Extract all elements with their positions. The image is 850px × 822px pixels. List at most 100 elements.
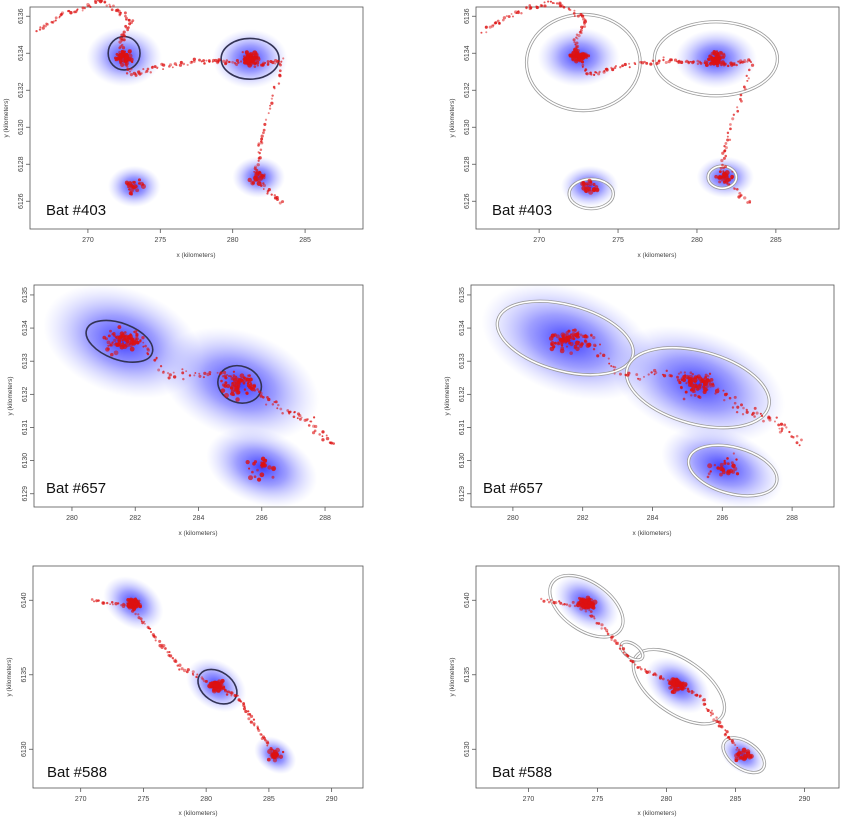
location-fix [230, 691, 234, 695]
location-fix [691, 372, 694, 376]
location-fix [567, 338, 571, 342]
location-fix [51, 21, 55, 24]
location-fix [143, 620, 146, 623]
location-fix [577, 55, 580, 58]
location-fix [271, 475, 275, 479]
utilization-contour-inner [549, 574, 624, 638]
location-fix [695, 387, 700, 391]
location-fix [137, 613, 140, 616]
location-fix [126, 598, 130, 602]
location-fix [293, 410, 296, 414]
location-fix [260, 737, 264, 741]
location-fix [554, 601, 558, 605]
location-fix [643, 60, 646, 63]
location-fix [142, 68, 145, 71]
location-fix [697, 395, 701, 399]
location-fix [723, 145, 726, 148]
y-tick-label: 6126 [464, 193, 471, 209]
y-tick-label: 6133 [22, 353, 29, 369]
location-fix [696, 374, 701, 379]
location-fix [647, 373, 650, 376]
location-fix [573, 41, 576, 44]
location-fix [261, 62, 265, 66]
location-fix [224, 61, 228, 65]
location-fix [270, 97, 274, 100]
location-fix [783, 423, 787, 427]
x-tick-label: 275 [592, 796, 604, 803]
location-fix [507, 15, 511, 19]
location-fix [222, 685, 226, 689]
location-fix [597, 72, 601, 76]
location-fix [666, 679, 670, 682]
location-fix [167, 376, 171, 380]
location-fix [253, 175, 257, 179]
location-fix [243, 388, 247, 391]
location-fix [158, 639, 162, 643]
location-fix [622, 651, 625, 654]
location-fix [235, 58, 239, 63]
location-fix [562, 5, 566, 9]
location-fix [115, 56, 119, 60]
location-fix [724, 729, 727, 732]
location-fix [687, 379, 693, 385]
bat-label: Bat #657 [46, 480, 106, 497]
location-fix [729, 127, 732, 131]
location-fix [263, 122, 267, 126]
location-fix [216, 688, 221, 693]
location-fix [224, 381, 228, 385]
location-fix [709, 378, 714, 382]
location-fix [779, 422, 784, 426]
location-fix [247, 177, 252, 183]
location-fix [731, 463, 736, 469]
x-tick-label: 288 [786, 515, 798, 522]
location-fix [109, 342, 114, 347]
location-fix [610, 635, 614, 640]
location-fix [738, 752, 741, 755]
location-fix [192, 674, 195, 676]
location-fix [745, 74, 748, 78]
location-fix [682, 378, 687, 383]
location-fix [593, 73, 596, 76]
location-fix [117, 9, 121, 14]
location-fix [247, 52, 252, 57]
location-fix [548, 336, 554, 341]
location-fix [264, 61, 267, 64]
location-fix [135, 604, 140, 609]
location-fix [605, 67, 609, 71]
location-fix [581, 342, 585, 346]
location-fix [149, 627, 152, 630]
location-fix [602, 353, 606, 358]
location-fix [225, 693, 229, 696]
location-fix [126, 335, 131, 340]
location-fix [58, 15, 61, 18]
location-fix [239, 60, 243, 63]
location-fix [733, 62, 736, 65]
x-tick-label: 290 [326, 796, 338, 803]
location-fix [259, 391, 263, 395]
y-tick-label: 6135 [21, 667, 28, 683]
y-tick-label: 6135 [22, 287, 29, 303]
location-fix [81, 9, 84, 12]
location-fix [303, 418, 307, 422]
location-fix [118, 12, 122, 16]
location-fix [649, 62, 653, 66]
y-tick-label: 6134 [464, 45, 471, 61]
location-fix [306, 418, 309, 421]
location-fix [89, 5, 92, 9]
location-fix [565, 331, 569, 335]
location-fix [662, 56, 665, 59]
location-fix [332, 442, 336, 445]
location-fix [701, 699, 705, 702]
location-fix [309, 420, 312, 423]
location-fix [498, 22, 501, 25]
location-fix [262, 182, 265, 185]
location-fix [723, 461, 727, 465]
location-fix [137, 178, 142, 182]
location-fix [252, 722, 256, 726]
location-fix [253, 65, 257, 68]
y-tick-label: 6136 [464, 8, 471, 24]
location-fix [155, 357, 158, 360]
location-fix [736, 106, 739, 109]
location-fix [732, 113, 736, 116]
location-fix [726, 138, 730, 142]
